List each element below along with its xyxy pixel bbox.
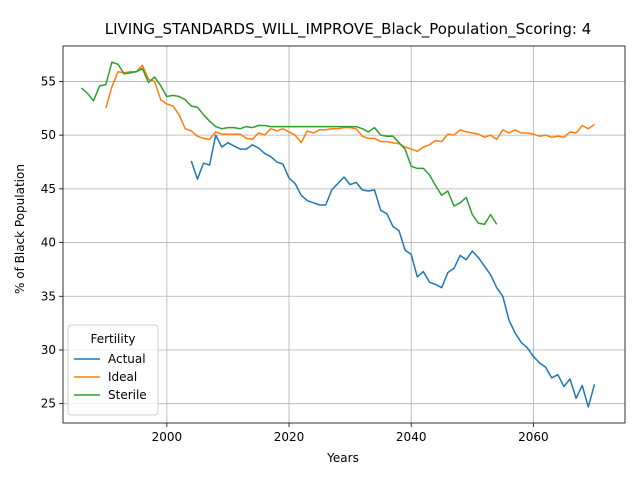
chart-title: LIVING_STANDARDS_WILL_IMPROVE_Black_Popu… [105,20,592,39]
x-axis: 2000 2020 2040 2060 [152,423,549,444]
legend-label-sterile: Sterile [108,388,147,402]
x-axis-label: Years [326,451,359,465]
x-tick-label: 2000 [152,430,183,444]
legend-title: Fertility [90,332,135,346]
y-tick-label: 45 [41,182,56,196]
legend-box [67,324,159,416]
series-line-sterile [80,61,498,226]
x-tick-label: 2040 [396,430,427,444]
y-tick-label: 50 [41,128,56,142]
series-line-ideal [105,64,595,153]
y-tick-label: 30 [41,343,56,357]
y-axis: 25 30 35 40 45 50 55 [41,74,63,411]
y-tick-label: 25 [41,397,56,411]
legend-entries: Actual Ideal Sterile [74,352,147,402]
y-tick-label: 40 [41,236,56,250]
y-tick-label: 55 [41,74,56,88]
y-tick-label: 35 [41,289,56,303]
plot-frame [62,45,626,424]
legend: Fertility Actual Ideal Sterile [67,324,159,416]
grid [63,46,625,423]
series-line-actual [190,134,596,408]
legend-label-ideal: Ideal [108,370,137,384]
legend-label-actual: Actual [108,352,146,366]
series-layer [80,61,596,408]
x-tick-label: 2020 [274,430,305,444]
y-axis-label: % of Black Population [13,164,27,294]
x-tick-label: 2060 [518,430,549,444]
